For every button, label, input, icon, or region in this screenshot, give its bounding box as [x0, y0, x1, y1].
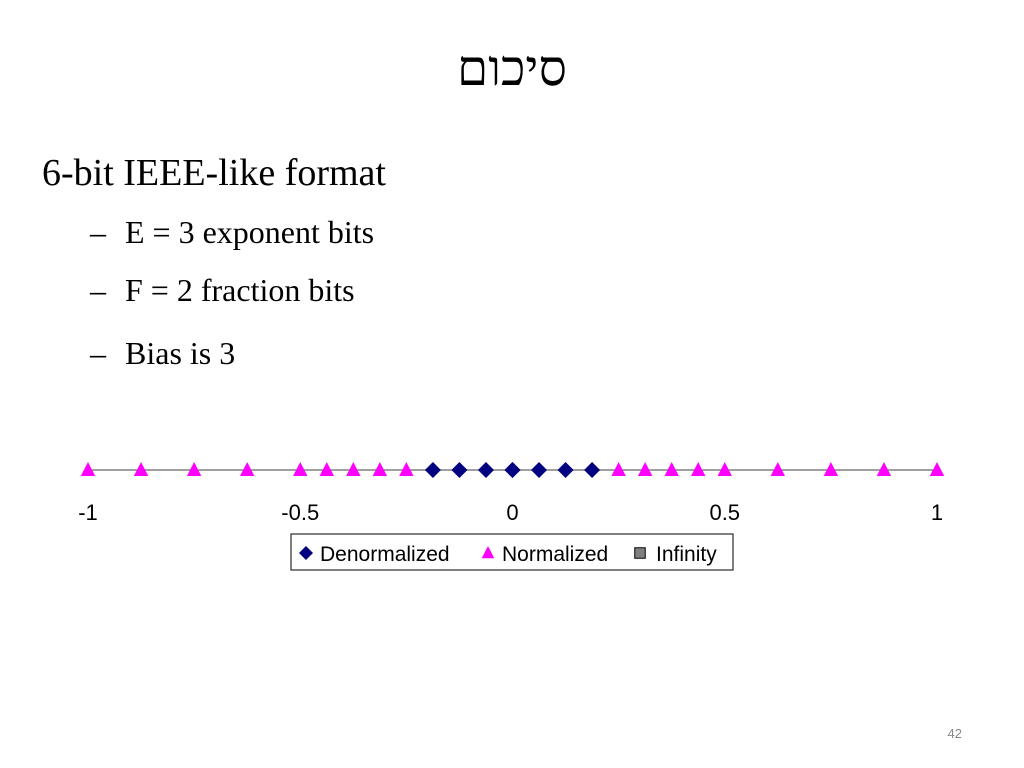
triangle-marker	[239, 462, 255, 476]
legend-box	[290, 533, 734, 571]
triangle-marker	[691, 462, 706, 476]
dash: –	[89, 335, 107, 371]
triangle-marker	[611, 462, 626, 476]
triangle-marker	[637, 462, 653, 476]
diamond-marker	[477, 462, 494, 478]
sub-bullet: F = 2 fraction bits	[125, 272, 355, 308]
triangle-marker	[372, 462, 388, 476]
triangle-marker	[319, 462, 334, 476]
triangle-marker	[186, 462, 202, 476]
triangle-marker	[293, 462, 308, 476]
triangle-marker	[876, 462, 892, 476]
slide-title: סיכום	[457, 40, 567, 96]
triangle-marker	[823, 462, 839, 476]
triangle-marker	[80, 462, 96, 476]
diamond-marker	[504, 462, 521, 478]
triangle-marker	[664, 462, 679, 476]
triangle-marker	[133, 462, 149, 476]
dash: –	[89, 214, 107, 250]
triangle-marker	[717, 462, 732, 476]
legend-label: Denormalized	[320, 543, 450, 566]
x-tick-label: 0.5	[709, 500, 740, 525]
bullet: 6-bit IEEE-like format	[42, 152, 386, 194]
triangle-marker	[399, 462, 414, 476]
square-marker	[634, 547, 646, 559]
triangle-marker	[481, 546, 495, 559]
diamond-marker	[531, 462, 548, 478]
legend-label: Normalized	[502, 543, 608, 566]
diamond-marker	[299, 546, 313, 560]
dash: –	[89, 272, 107, 308]
x-tick-label: -1	[78, 500, 98, 525]
diamond-marker	[557, 462, 574, 478]
legend-label: Infinity	[656, 543, 717, 566]
triangle-marker	[770, 462, 786, 476]
diamond-marker	[424, 462, 441, 478]
x-tick-label: 0	[506, 500, 518, 525]
triangle-marker	[929, 462, 945, 476]
page-number: 42	[948, 726, 962, 741]
triangle-marker	[346, 462, 361, 476]
diamond-marker	[451, 462, 468, 478]
x-tick-label: 1	[931, 500, 943, 525]
diamond-marker	[584, 462, 601, 478]
sub-bullet: E = 3 exponent bits	[125, 214, 374, 250]
sub-bullet: Bias is 3	[125, 335, 235, 371]
x-tick-label: -0.5	[281, 500, 319, 525]
